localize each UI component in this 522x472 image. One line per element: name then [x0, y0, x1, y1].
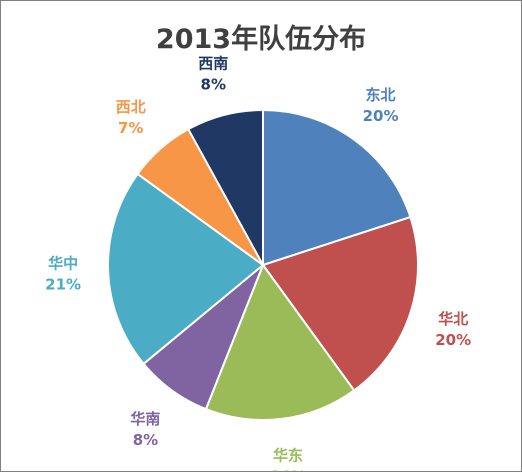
pie-slice-1	[261, 215, 419, 392]
slice-category-label-5: 西北	[116, 98, 146, 116]
pie-slice-0	[262, 108, 412, 267]
slice-category-label-6: 西南	[198, 54, 228, 72]
pie-slice-2	[204, 262, 356, 421]
slice-category-label-2: 华东	[273, 446, 303, 464]
slice-percent-label-0: 20%	[363, 107, 399, 125]
pie-slice-4	[107, 172, 265, 366]
slice-percent-label-3: 8%	[133, 431, 158, 449]
pie-slice-6	[186, 108, 264, 266]
slice-percent-label-1: 20%	[435, 331, 471, 349]
slice-percent-label-5: 7%	[118, 119, 143, 137]
slice-category-label-0: 东北	[366, 86, 396, 104]
slice-percent-label-6: 8%	[201, 75, 226, 93]
slice-percent-label-2: 16%	[270, 467, 306, 471]
slice-category-label-3: 华南	[130, 410, 160, 428]
chart-title: 2013年队伍分布	[155, 24, 367, 55]
slice-category-label-4: 华中	[48, 254, 78, 272]
slice-category-label-1: 华北	[438, 310, 468, 328]
slice-percent-label-4: 21%	[45, 275, 81, 293]
